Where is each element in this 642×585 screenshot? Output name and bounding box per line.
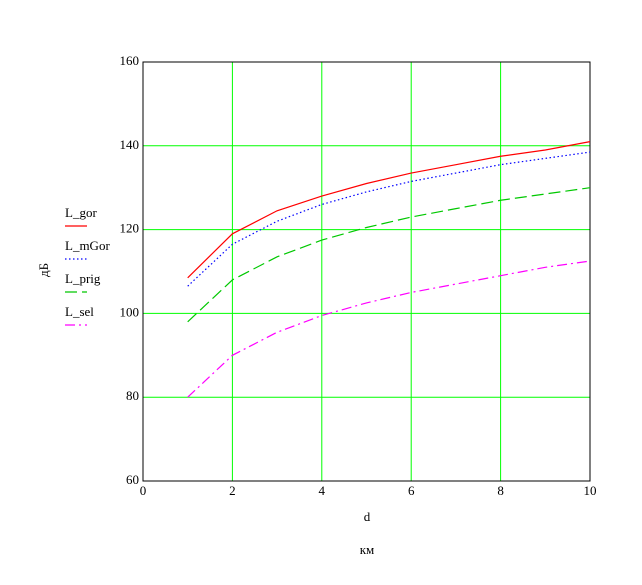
y-tick-label: 80: [126, 388, 139, 403]
x-tick-label: 2: [229, 483, 236, 498]
y-tick-label: 100: [120, 304, 140, 319]
series-line: [187, 141, 591, 279]
series-line: [187, 260, 591, 398]
x-tick-label: 10: [584, 483, 597, 498]
x-tick-label: 8: [497, 483, 504, 498]
legend-label: L_prig: [65, 271, 101, 286]
legend-label: L_gor: [65, 205, 97, 220]
legend-label: L_sel: [65, 304, 94, 319]
x-axis-label: d: [364, 509, 371, 524]
series-line: [187, 187, 591, 323]
y-tick-label: 140: [120, 137, 140, 152]
x-axis-unit: км: [360, 542, 375, 557]
y-tick-label: 60: [126, 472, 139, 487]
x-tick-label: 0: [140, 483, 147, 498]
legend-label: L_mGor: [65, 238, 110, 253]
y-tick-label: 120: [120, 221, 140, 236]
series-line: [187, 151, 591, 287]
x-tick-label: 6: [408, 483, 415, 498]
x-tick-label: 4: [319, 483, 326, 498]
y-axis-label: дБ: [36, 263, 51, 277]
y-tick-label: 160: [120, 53, 140, 68]
plot-frame: [142, 61, 591, 482]
